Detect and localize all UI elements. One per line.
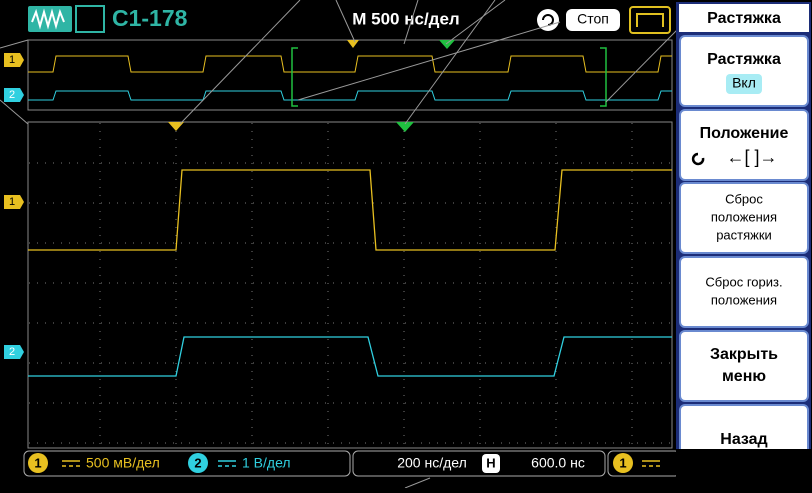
callout-line xyxy=(297,21,561,101)
overview-ch1-tag xyxy=(4,53,24,67)
h-id: H xyxy=(486,455,495,470)
overview-ch2-trace xyxy=(28,90,672,101)
menu-label: Растяжка xyxy=(707,51,781,68)
main-ch1-tag xyxy=(4,195,24,209)
menu-label: растяжки xyxy=(716,227,772,242)
main-trigger-marker xyxy=(168,122,184,131)
menu-button[interactable] xyxy=(679,35,809,107)
callout-line xyxy=(0,39,29,49)
timebase: M 500 нс/дел xyxy=(352,9,459,28)
trig-coupling xyxy=(642,460,660,467)
run-state-box[interactable] xyxy=(566,9,620,31)
menu-label: Сброс гориз. xyxy=(705,274,782,289)
menu-value-bg xyxy=(726,74,762,94)
callout-lines xyxy=(0,0,678,489)
ch2-coupling xyxy=(218,460,236,467)
overview-ch2-label: 2 xyxy=(9,89,15,101)
ch1-id: 1 xyxy=(34,455,41,470)
menu-label: Положение xyxy=(700,125,789,142)
callout-line xyxy=(179,0,301,125)
callout-line xyxy=(445,0,506,45)
status-mask xyxy=(676,449,811,487)
overview-position-marker xyxy=(439,40,455,49)
overview-ch1-label: 1 xyxy=(9,54,15,66)
menu-value: Вкл xyxy=(732,75,756,91)
menu-label: Закрыть xyxy=(710,346,778,363)
overview-trigger-marker xyxy=(347,40,359,48)
main-ch2-tag xyxy=(4,345,24,359)
callout-line xyxy=(0,99,29,125)
menu-button[interactable] xyxy=(679,330,809,402)
menu-label: меню xyxy=(722,368,766,385)
menu-value: ←[ ]→ xyxy=(726,147,777,167)
main-ch1-label: 1 xyxy=(9,196,15,208)
menu-label: положения xyxy=(711,209,777,224)
main-ch2-label: 2 xyxy=(9,346,15,358)
run-state: Стоп xyxy=(577,11,609,27)
run-icon[interactable] xyxy=(537,9,559,31)
time-scale: 200 нс/дел xyxy=(397,455,467,471)
menu-title-bg xyxy=(679,4,809,32)
logo-box xyxy=(75,5,105,33)
h-position: 600.0 нс xyxy=(531,455,585,471)
ch2-scale: 1 В/дел xyxy=(242,455,291,471)
main-position-marker xyxy=(396,122,414,132)
main-frame xyxy=(27,121,673,449)
overview-ch2-tag xyxy=(4,88,24,102)
channel-status-box xyxy=(23,450,351,477)
ch2-id: 2 xyxy=(194,455,201,470)
menu-label: Назад xyxy=(720,431,767,448)
ch2-badge[interactable] xyxy=(188,453,208,473)
trigger-edge xyxy=(636,13,664,27)
model-name: C1-178 xyxy=(112,5,188,31)
menu-title: Растяжка xyxy=(707,10,781,27)
menu-button[interactable] xyxy=(679,109,809,181)
trig-id: 1 xyxy=(619,455,626,470)
callout-line xyxy=(403,0,419,45)
knob-icon xyxy=(691,152,705,166)
callout-line xyxy=(404,477,431,489)
menu-label: Сброс xyxy=(725,191,763,206)
logo-wave-icon xyxy=(31,8,65,30)
ch1-scale: 500 мВ/дел xyxy=(86,455,160,471)
menu-label: положения xyxy=(711,292,777,307)
ch1-coupling xyxy=(62,460,80,467)
trig-badge[interactable] xyxy=(613,453,633,473)
main-ch2-trace xyxy=(28,336,672,377)
callout-line xyxy=(335,0,356,43)
menu-button[interactable] xyxy=(679,182,809,254)
callout-line xyxy=(404,0,496,125)
callout-line xyxy=(605,29,678,103)
menu-button[interactable] xyxy=(679,256,809,328)
ch1-badge[interactable] xyxy=(28,453,48,473)
h-badge[interactable] xyxy=(482,454,500,473)
zoom-window xyxy=(291,47,607,107)
time-status-box xyxy=(352,450,606,477)
overview-ch1-trace xyxy=(28,55,672,73)
run-icon-arrow xyxy=(542,14,554,26)
main-ch1-trace xyxy=(28,169,672,251)
